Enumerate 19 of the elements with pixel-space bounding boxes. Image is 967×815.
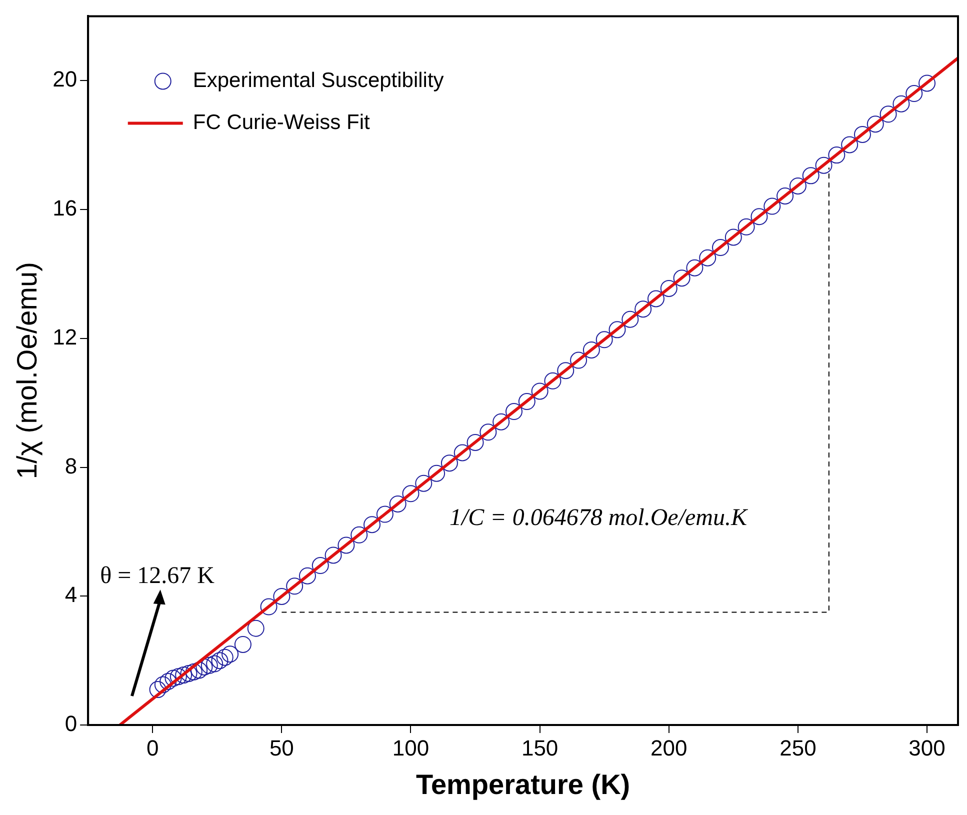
y-axis-title: 1/χ (mol.Oe/emu) [12,262,43,480]
y-tick-label: 0 [64,711,78,736]
x-tick-label: 150 [521,735,558,760]
x-tick-label: 100 [392,735,430,760]
x-tick-label: 200 [650,735,688,760]
x-axis-title: Temperature (K) [416,768,630,800]
legend-label: FC Curie-Weiss Fit [192,110,370,134]
x-tick-label: 0 [146,735,159,760]
annotation: θ = 12.67 K [100,563,216,590]
annotation: 1/C = 0.064678 mol.Oe/emu.K [449,505,749,532]
y-tick-label: 20 [52,66,78,92]
x-tick-label: 250 [780,735,816,760]
y-tick-label: 16 [52,196,78,221]
y-tick-label: 12 [52,324,78,350]
x-tick-label: 50 [269,735,294,760]
y-tick-label: 4 [64,582,78,608]
legend-label: Experimental Susceptibility [192,68,444,92]
x-tick-label: 300 [908,735,946,760]
y-tick-label: 8 [64,453,78,478]
